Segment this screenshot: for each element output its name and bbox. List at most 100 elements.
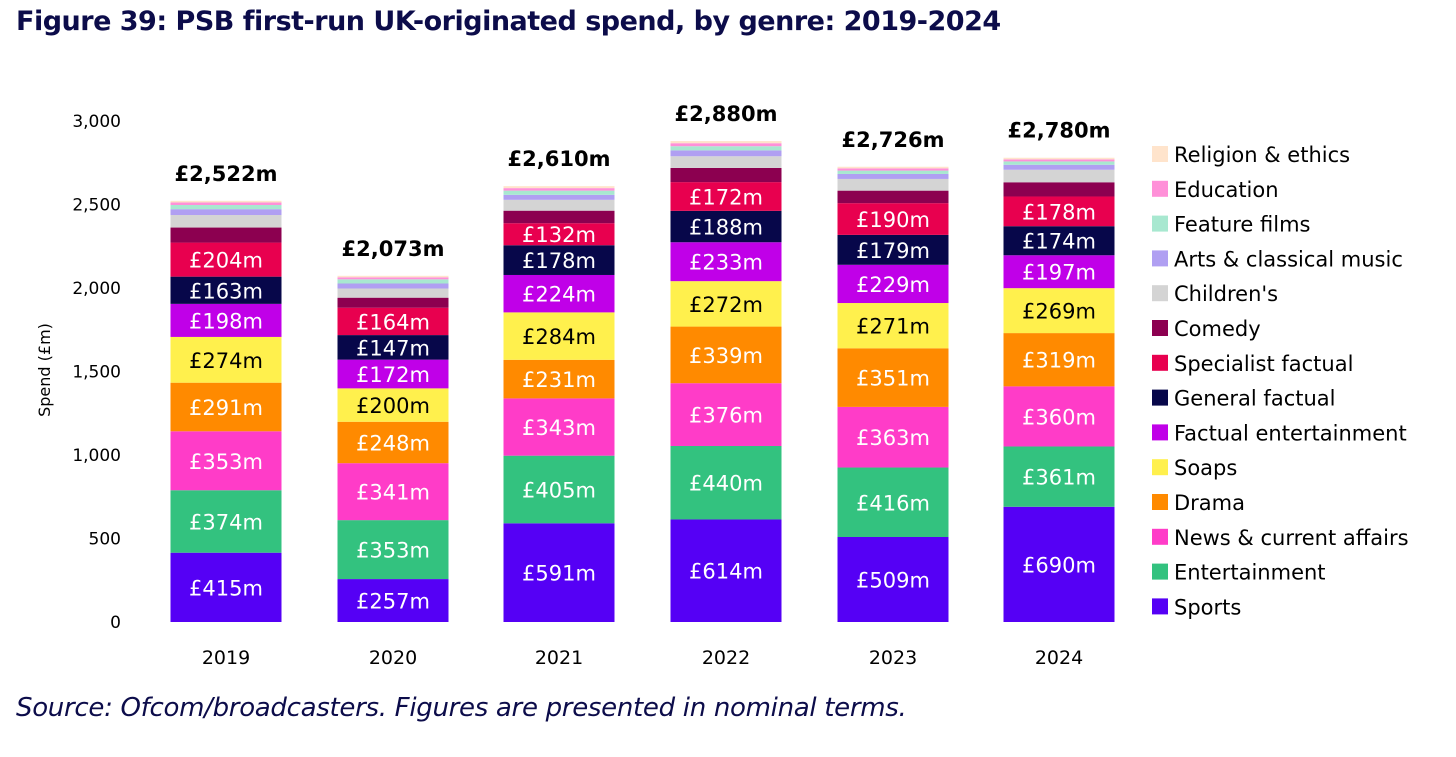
bar-segment (170, 431, 282, 491)
bar-segment (1003, 255, 1115, 289)
bar-segment (337, 297, 449, 308)
data-label: £163m (189, 279, 263, 303)
bar-segment (337, 520, 449, 580)
legend-label: Sports (1174, 595, 1241, 619)
bar-segment (670, 156, 782, 168)
bar-segment (837, 234, 949, 265)
bar-segment (337, 288, 449, 298)
total-label: £2,780m (1008, 119, 1111, 143)
data-label: £190m (856, 208, 930, 232)
data-label: £339m (689, 344, 763, 368)
data-label: £179m (856, 239, 930, 263)
bar-segment (837, 406, 949, 468)
stacked-bar-chart: 0 500 1,000 1,500 2,000 2,500 3,000 Spend (£m) £… (35, 102, 1409, 669)
legend-swatch (1152, 215, 1168, 232)
data-label: £319m (1022, 349, 1096, 373)
legend-label: Factual entertainment (1174, 421, 1407, 445)
bar-segment (837, 166, 949, 169)
total-label: £2,522m (175, 162, 278, 186)
data-label: £272m (689, 293, 763, 317)
data-label: £224m (522, 283, 596, 307)
bar-segment (170, 276, 282, 304)
bar-segment (170, 209, 282, 216)
legend-swatch (1152, 285, 1168, 302)
bar-segment (1003, 333, 1115, 387)
bar-segment (670, 383, 782, 446)
bar-segment (670, 445, 782, 520)
data-label: £341m (356, 481, 430, 505)
bar-segment (670, 281, 782, 327)
bar-segment (670, 150, 782, 157)
y-tick-label: 2,000 (72, 279, 121, 299)
bar-segment (1003, 164, 1115, 170)
bar-segment (1003, 386, 1115, 447)
bar-segment (170, 205, 282, 210)
bar-segment (337, 307, 449, 336)
bar-segment (1003, 506, 1115, 622)
bar-segment (337, 279, 449, 284)
legend-swatch (1152, 354, 1168, 371)
x-tick-label: 2021 (535, 647, 583, 669)
data-label: £405m (522, 478, 596, 502)
x-tick-label: 2022 (702, 647, 750, 669)
bar-segment (837, 190, 949, 204)
bar-segment (337, 277, 449, 280)
data-label: £178m (1022, 200, 1096, 224)
bar-segment (503, 188, 615, 191)
y-tick-label: 500 (89, 530, 121, 550)
data-label: £132m (522, 223, 596, 247)
bar-segment (337, 579, 449, 622)
bar-segment (670, 326, 782, 384)
x-tick-label: 2019 (202, 647, 250, 669)
bar-segment (670, 242, 782, 282)
total-label: £2,726m (842, 128, 945, 152)
legend-swatch (1152, 250, 1168, 267)
bar-segment (337, 359, 449, 389)
bar-segment (503, 190, 615, 195)
bar-segment (503, 523, 615, 622)
legend-swatch (1152, 424, 1168, 441)
bar-segment (837, 467, 949, 537)
y-tick-label: 2,500 (72, 196, 121, 216)
data-label: £147m (356, 336, 430, 360)
bar-segment (503, 398, 615, 456)
legend-swatch (1152, 528, 1168, 545)
data-label: £269m (1022, 300, 1096, 324)
data-label: £284m (522, 325, 596, 349)
data-label: £376m (689, 404, 763, 428)
legend-label: Entertainment (1174, 561, 1326, 585)
legend-swatch (1152, 459, 1168, 476)
data-label: £274m (189, 349, 263, 373)
bar-segment (170, 242, 282, 277)
data-label: £361m (1022, 466, 1096, 490)
data-label: £231m (522, 368, 596, 392)
legend-label: Specialist factual (1174, 352, 1353, 376)
bar-segment (1003, 196, 1115, 227)
data-label: £174m (1022, 230, 1096, 254)
bar-segment (170, 382, 282, 432)
bar-segment (670, 146, 782, 151)
data-label: £353m (356, 539, 430, 563)
bar-segment (1003, 169, 1115, 183)
data-label: £178m (522, 249, 596, 273)
data-label: £233m (689, 251, 763, 275)
bar-segment (170, 215, 282, 228)
bar-segment (503, 455, 615, 524)
data-label: £591m (522, 562, 596, 586)
legend-label: Comedy (1174, 317, 1261, 341)
data-label: £248m (356, 431, 430, 455)
data-label: £416m (856, 491, 930, 515)
bar-segment (170, 490, 282, 553)
x-tick-label: 2023 (869, 647, 917, 669)
total-label: £2,073m (342, 237, 445, 261)
legend-label: Feature films (1174, 213, 1311, 237)
bar-segment (503, 186, 615, 189)
x-tick-label: 2020 (369, 647, 417, 669)
legend-label: Children's (1174, 282, 1278, 306)
bar-segment (670, 141, 782, 144)
data-label: £440m (689, 472, 763, 496)
bar-segment (837, 348, 949, 407)
bar-segment (1003, 157, 1115, 160)
bar-segment (1003, 182, 1115, 197)
legend-label: General factual (1174, 387, 1336, 411)
